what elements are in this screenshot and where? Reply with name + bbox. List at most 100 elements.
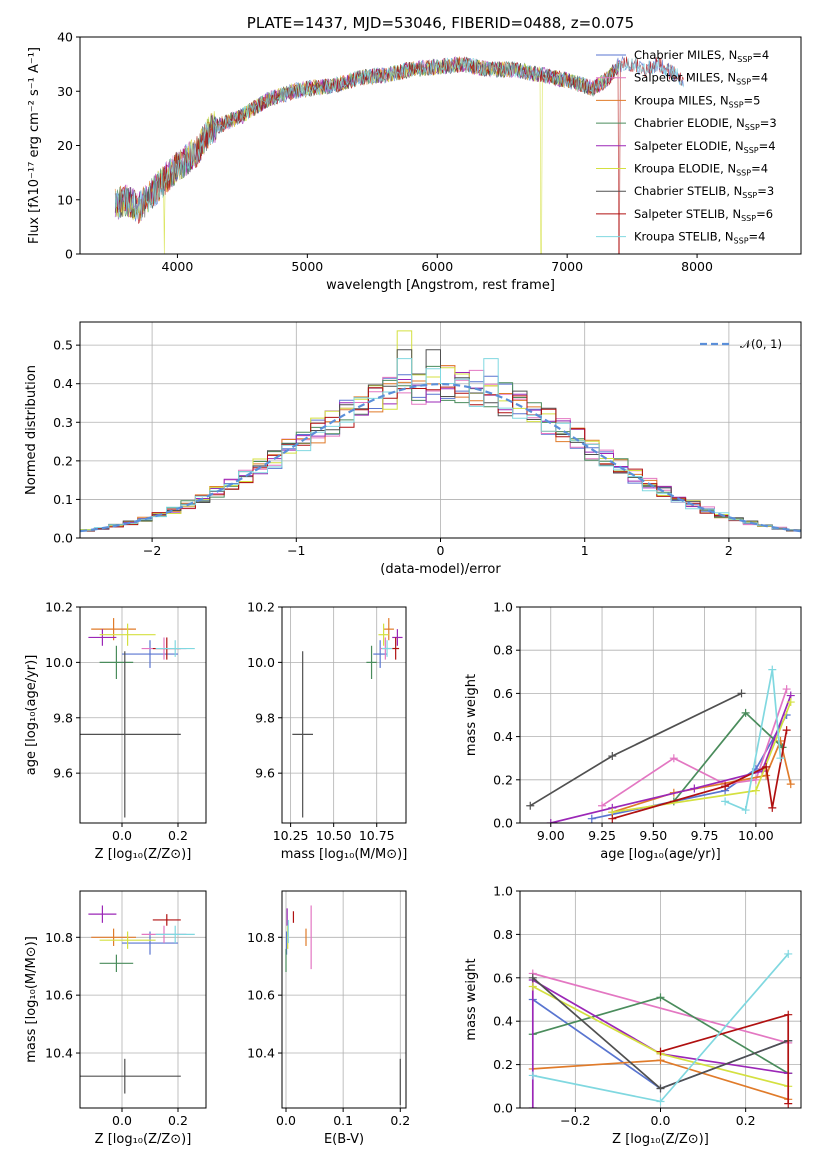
y-tick-label: 0.0 bbox=[493, 1101, 513, 1116]
x-tick-label: 0.1 bbox=[333, 1113, 353, 1128]
y-tick-label: 0.4 bbox=[493, 729, 513, 744]
y-tick-label: 40 bbox=[57, 30, 73, 45]
legend-count: =3 bbox=[757, 184, 774, 198]
axes-frame bbox=[281, 606, 407, 824]
errorbar-point bbox=[99, 954, 134, 973]
errorbar-point bbox=[392, 637, 400, 660]
normal-reference-curve bbox=[80, 382, 801, 533]
mass-weight-marker bbox=[782, 726, 791, 735]
legend: 𝒩(0, 1) bbox=[700, 337, 782, 351]
errorbar-point bbox=[392, 629, 403, 646]
x-tick-label: 9.50 bbox=[639, 828, 667, 843]
legend-entry: Kroupa MILES, NSSP=5 bbox=[634, 93, 760, 109]
errorbar-point bbox=[91, 928, 136, 946]
plot-area bbox=[285, 905, 401, 1106]
axes-frame bbox=[79, 890, 207, 1109]
errorbar-point bbox=[88, 629, 117, 646]
x-tick-label: 0.0 bbox=[112, 1113, 132, 1128]
mass-weight-marker bbox=[656, 1084, 665, 1093]
x-axis-label: age [log₁₀(age/yr)] bbox=[600, 847, 721, 862]
y-axis-label: Normed distribution bbox=[24, 365, 39, 495]
plot-area bbox=[80, 905, 195, 1094]
axes-frame bbox=[519, 890, 802, 1109]
mass-weight-marker bbox=[608, 814, 617, 823]
mass-weight-marker bbox=[528, 1071, 537, 1080]
plot-area bbox=[114, 55, 684, 254]
mass-weight-marker bbox=[751, 786, 760, 795]
x-tick-label: 5000 bbox=[291, 259, 323, 274]
y-tick-label: 0.6 bbox=[493, 970, 513, 985]
y-tick-label: 1.0 bbox=[493, 884, 513, 899]
y-tick-label: 0.2 bbox=[53, 453, 73, 468]
x-tick-label: 10.75 bbox=[359, 828, 395, 843]
x-tick-label: −1 bbox=[287, 543, 305, 558]
mass-weight-marker bbox=[741, 806, 750, 815]
legend-subscript: SSP bbox=[729, 100, 744, 109]
mass-weight-marker bbox=[587, 814, 596, 823]
legend-entry: Salpeter ELODIE, NSSP=4 bbox=[634, 139, 776, 155]
mass-weight-marker bbox=[528, 973, 537, 982]
axes-frame bbox=[519, 606, 802, 824]
y-tick-label: 0.2 bbox=[493, 1057, 513, 1072]
mass-weight-marker bbox=[768, 803, 777, 812]
mass-weight-marker bbox=[526, 801, 535, 810]
errorbar-point bbox=[381, 640, 393, 657]
axes-massweight_vs_age: 9.00 9.25 9.50 9.75 10.00 0.0 0.2 0.4 0.6 0.8 1.0 a… bbox=[464, 600, 802, 862]
x-tick-label: 6000 bbox=[421, 259, 453, 274]
legend-entry: Kroupa ELODIE, NSSP=4 bbox=[634, 162, 768, 178]
y-tick-label: 0.0 bbox=[493, 816, 513, 831]
x-axis-label: E(B-V) bbox=[324, 1132, 364, 1147]
plot-area bbox=[292, 618, 403, 818]
mass-weight-marker bbox=[656, 1097, 665, 1106]
legend: Chabrier MILES, NSSP=4 Salpeter MILES, NS… bbox=[596, 48, 777, 246]
x-tick-label: 9.00 bbox=[537, 828, 565, 843]
legend-count: =4 bbox=[759, 139, 776, 153]
legend-entry: Chabrier STELIB, NSSP=3 bbox=[634, 184, 774, 200]
x-tick-label: 2 bbox=[725, 543, 733, 558]
plot-area bbox=[80, 330, 801, 534]
mass-weight-marker bbox=[608, 752, 617, 761]
x-tick-label: 4000 bbox=[162, 259, 194, 274]
legend-count: =3 bbox=[760, 116, 777, 130]
x-tick-label: −2 bbox=[143, 543, 161, 558]
legend-subscript: SSP bbox=[742, 191, 757, 200]
errorbar-point bbox=[80, 1058, 181, 1094]
errorbar-point bbox=[91, 618, 136, 641]
x-axis-label: mass [log₁₀(M/M⊙)] bbox=[281, 847, 408, 862]
y-tick-label: 10.0 bbox=[247, 655, 275, 670]
y-tick-label: 0.4 bbox=[493, 1014, 513, 1029]
axes-age_vs_Z: 0.0 0.2 9.6 9.8 10.0 10.2 Z [log₁₀(Z/Z⊙)] age [… bbox=[24, 600, 207, 862]
mass-weight-marker bbox=[762, 762, 771, 771]
x-tick-label: 8000 bbox=[681, 259, 713, 274]
axes-residuals: −2 −1 0 1 2 0.0 0.1 0.2 0.3 0.4 0.5 (data-model)/er… bbox=[24, 321, 802, 577]
plot-area bbox=[80, 618, 195, 818]
x-tick-label: 10.50 bbox=[316, 828, 352, 843]
legend-subscript: SSP bbox=[736, 169, 751, 178]
x-tick-label: 0.0 bbox=[651, 1113, 671, 1128]
legend-subscript: SSP bbox=[736, 78, 751, 87]
y-tick-label: 0.2 bbox=[493, 772, 513, 787]
legend-count: =4 bbox=[752, 48, 769, 62]
x-tick-label: 7000 bbox=[551, 259, 583, 274]
y-tick-label: 10.4 bbox=[45, 1046, 73, 1061]
y-tick-label: 9.8 bbox=[255, 710, 275, 725]
mass-weight-marker bbox=[737, 689, 746, 698]
plot-area bbox=[526, 665, 795, 823]
mass-weight-marker bbox=[656, 1047, 665, 1056]
x-tick-label: 10.25 bbox=[273, 828, 309, 843]
legend-count: =4 bbox=[749, 230, 766, 244]
x-tick-label: 1 bbox=[581, 543, 589, 558]
mass-weight-marker bbox=[784, 949, 793, 958]
errorbar-point bbox=[80, 651, 181, 818]
y-tick-label: 10.2 bbox=[45, 600, 73, 615]
mass-weight-marker bbox=[784, 1099, 793, 1108]
legend-entry: Salpeter STELIB, NSSP=6 bbox=[634, 207, 773, 223]
mass-weight-marker bbox=[782, 685, 791, 694]
errorbar-point bbox=[122, 931, 178, 955]
mass-weight-marker bbox=[690, 784, 699, 793]
mass-weight-marker bbox=[786, 698, 795, 707]
y-tick-label: 0.8 bbox=[493, 927, 513, 942]
y-tick-label: 20 bbox=[57, 138, 73, 153]
mass-weight-line bbox=[724, 669, 782, 812]
x-axis-label: Z [log₁₀(Z/Z⊙)] bbox=[95, 1132, 192, 1147]
